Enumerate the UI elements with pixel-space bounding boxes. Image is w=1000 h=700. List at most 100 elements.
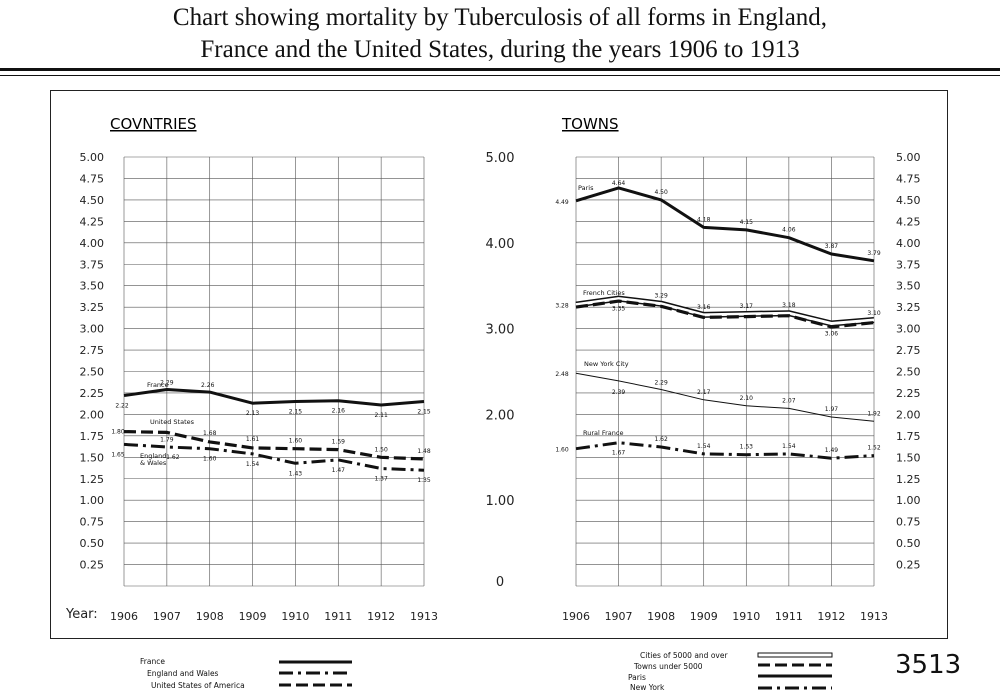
y-tick-towns-right: 4.50 xyxy=(896,194,921,207)
x-tick-countries-1907: 1907 xyxy=(153,610,181,623)
data-label-paris: 4.15 xyxy=(740,219,754,226)
legend-left-france: France xyxy=(140,657,165,666)
data-label-paris: 4.50 xyxy=(654,189,668,196)
data-label-french-cities: 3.06 xyxy=(825,330,839,337)
data-label-england-wales: 1.35 xyxy=(417,477,431,484)
y-tick-towns-right: 2.25 xyxy=(896,387,921,400)
y-tick-towns-right: 5.00 xyxy=(896,151,921,164)
data-label-united-states: 1.79 xyxy=(160,436,174,443)
data-label-new-york-city: 2.48 xyxy=(555,371,569,378)
data-label-france: 2.15 xyxy=(289,409,303,416)
legend-right-new-york: New York xyxy=(630,683,665,692)
x-tick-towns-1906: 1906 xyxy=(562,610,590,623)
data-label-paris: 3.79 xyxy=(867,250,881,257)
y-tick-towns-left: 3.00 xyxy=(486,323,515,338)
y-tick-towns-left: 2.00 xyxy=(486,408,515,423)
x-tick-towns-1907: 1907 xyxy=(605,610,633,623)
data-label-united-states: 1.59 xyxy=(332,439,346,446)
x-tick-towns-1913: 1913 xyxy=(860,610,888,623)
title-rule-thin xyxy=(0,75,1000,76)
page-number: 3513 xyxy=(895,650,962,680)
data-label-rural-france: 1.54 xyxy=(782,443,796,450)
y-tick-towns-right: 1.25 xyxy=(896,473,921,486)
title-rule-thick xyxy=(0,68,1000,71)
data-label-new-york-city: 2.29 xyxy=(654,380,668,387)
data-label-france: 2.15 xyxy=(417,409,431,416)
data-label-paris: 4.49 xyxy=(555,199,569,206)
y-tick-towns-right: 1.75 xyxy=(896,430,921,443)
series-name-rural-france: Rural France xyxy=(583,429,624,437)
series-line-england-wales xyxy=(123,442,425,472)
chart-title: Chart showing mortality by Tuberculosis … xyxy=(0,2,1000,66)
y-tick-countries: 1.50 xyxy=(80,451,105,464)
data-label-rural-france: 1.52 xyxy=(867,445,881,452)
data-label-rural-france: 1.60 xyxy=(555,447,569,454)
y-tick-countries: 2.75 xyxy=(80,344,105,357)
y-tick-towns-right: 4.00 xyxy=(896,237,921,250)
y-tick-countries: 3.50 xyxy=(80,280,105,293)
x-tick-countries-1911: 1911 xyxy=(324,610,352,623)
y-tick-countries: 3.25 xyxy=(80,301,105,314)
x-tick-countries-1912: 1912 xyxy=(367,610,395,623)
legend-left-usa: United States of America xyxy=(151,681,245,690)
y-tick-towns-right: 2.00 xyxy=(896,408,921,421)
y-tick-countries: 1.75 xyxy=(80,430,105,443)
y-tick-countries: 0.50 xyxy=(80,537,105,550)
series-name-french-cities: French Cities xyxy=(583,289,625,297)
x-tick-countries-1906: 1906 xyxy=(110,610,138,623)
data-label-new-york-city: 2.07 xyxy=(782,397,796,404)
y-tick-towns-left: 1.00 xyxy=(486,494,515,509)
x-axis-label-countries: Year: xyxy=(65,607,98,622)
y-tick-towns-right: 1.00 xyxy=(896,494,921,507)
x-tick-towns-1908: 1908 xyxy=(647,610,675,623)
legend-right-towns: Towns under 5000 xyxy=(634,662,703,671)
legend-left-england-wales: England and Wales xyxy=(147,669,219,678)
y-tick-towns-right: 4.75 xyxy=(896,172,921,185)
data-label-new-york-city: 2.39 xyxy=(612,389,626,396)
data-label-french-cities: 3.16 xyxy=(697,304,711,311)
data-label-new-york-city: 2.17 xyxy=(697,389,711,396)
data-label-united-states: 1.50 xyxy=(374,446,388,453)
data-label-france: 2.11 xyxy=(374,412,388,419)
series-line-france xyxy=(123,388,425,407)
series-line-rural-france xyxy=(575,441,875,460)
y-tick-towns-right: 0.75 xyxy=(896,516,921,529)
x-tick-towns-1909: 1909 xyxy=(690,610,718,623)
y-tick-towns-left: 5.00 xyxy=(486,151,515,166)
y-tick-countries: 3.00 xyxy=(80,323,105,336)
series-name-united-states: United States xyxy=(150,418,195,426)
x-tick-towns-1912: 1912 xyxy=(817,610,845,623)
y-tick-towns-right: 1.50 xyxy=(896,451,921,464)
data-label-paris: 3.87 xyxy=(825,243,839,250)
data-label-france: 2.13 xyxy=(246,410,260,417)
data-label-united-states: 1.60 xyxy=(289,438,303,445)
data-label-united-states: 1.80 xyxy=(111,429,125,436)
x-tick-countries-1908: 1908 xyxy=(196,610,224,623)
data-label-england-wales: 1.60 xyxy=(203,456,217,463)
y-tick-towns-right: 3.25 xyxy=(896,301,921,314)
y-tick-towns-right: 3.50 xyxy=(896,280,921,293)
panel-title-countries: COVNTRIES xyxy=(110,115,197,133)
y-tick-countries: 2.25 xyxy=(80,387,105,400)
y-tick-countries: 1.25 xyxy=(80,473,105,486)
x-tick-towns-1911: 1911 xyxy=(775,610,803,623)
data-label-united-states: 1.48 xyxy=(417,448,431,455)
x-tick-countries-1909: 1909 xyxy=(239,610,267,623)
y-tick-towns-right: 2.75 xyxy=(896,344,921,357)
title-line-2: France and the United States, during the… xyxy=(200,36,800,63)
data-label-french-cities: 3.28 xyxy=(555,303,569,310)
y-tick-towns-left: 0 xyxy=(496,575,504,590)
series-line-paris xyxy=(575,186,875,263)
data-label-rural-france: 1.53 xyxy=(740,444,754,451)
data-label-new-york-city: 1.92 xyxy=(867,410,881,417)
data-label-england-wales: 1.65 xyxy=(111,451,125,458)
x-tick-countries-1913: 1913 xyxy=(410,610,438,623)
data-label-england-wales: 1.37 xyxy=(374,475,388,482)
series-line-new-york-city xyxy=(575,372,875,422)
legend-right-paris: Paris xyxy=(628,673,646,682)
data-label-france: 2.29 xyxy=(160,380,174,387)
data-label-england-wales: 1.47 xyxy=(332,467,346,474)
data-label-england-wales: 1.62 xyxy=(166,454,180,461)
data-label-paris: 4.06 xyxy=(782,227,796,234)
